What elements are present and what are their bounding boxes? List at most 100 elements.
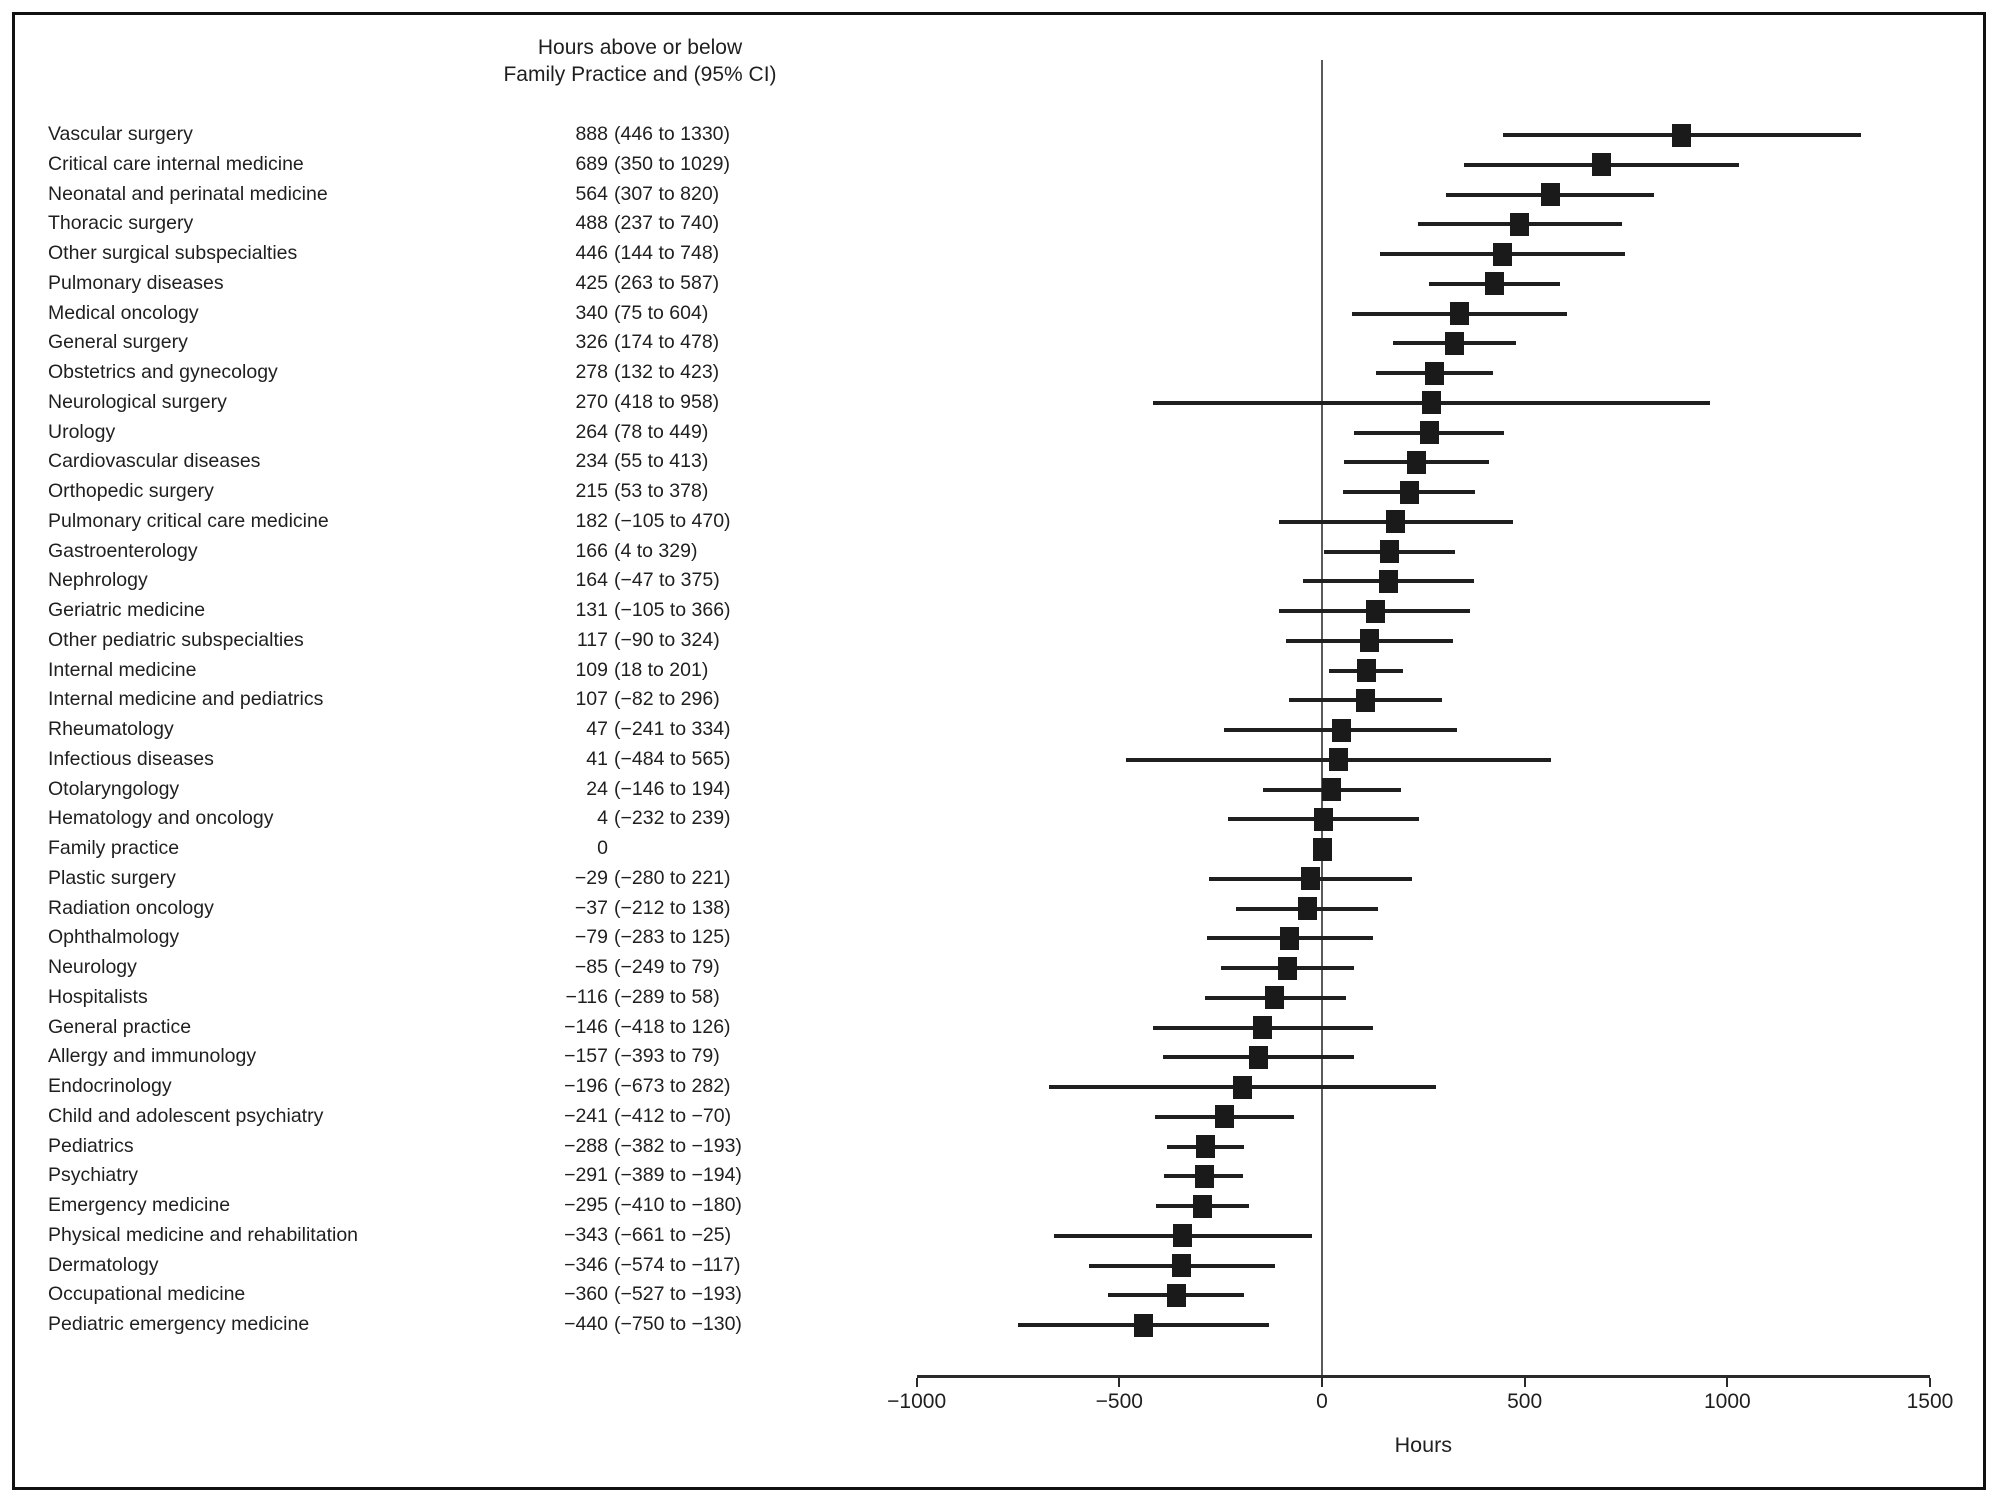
specialty-label: Dermatology <box>48 1253 159 1276</box>
confidence-interval-text: (350 to 1029) <box>614 152 731 175</box>
estimate-number: 164 <box>575 569 608 592</box>
point-estimate-marker <box>1166 1283 1186 1307</box>
point-estimate-marker <box>1192 1194 1212 1218</box>
point-estimate-marker <box>1365 599 1385 623</box>
point-estimate-marker <box>1278 956 1298 980</box>
specialty-label: Pediatrics <box>48 1134 134 1157</box>
specialty-label: General practice <box>48 1015 192 1038</box>
estimate-number: 0 <box>597 837 608 860</box>
confidence-interval-text: (−241 to 334) <box>614 718 731 741</box>
confidence-interval-text: (53 to 378) <box>614 480 709 503</box>
estimate-text: 488 (237 to 740) <box>448 209 808 239</box>
point-estimate-marker <box>1214 1105 1234 1129</box>
confidence-interval-text: (174 to 478) <box>614 331 720 354</box>
confidence-interval-text: (−105 to 470) <box>614 509 731 532</box>
specialty-label: Other surgical subspecialties <box>48 242 298 265</box>
column-header: Hours above or below Family Practice and… <box>440 34 840 88</box>
confidence-interval-text: (−47 to 375) <box>614 569 720 592</box>
estimate-number: −440 <box>564 1313 608 1336</box>
confidence-interval-text: (−389 to −194) <box>614 1164 742 1187</box>
x-axis-tick <box>1726 1378 1729 1387</box>
point-estimate-marker <box>1407 450 1427 474</box>
x-axis-title: Hours <box>1394 1433 1452 1457</box>
point-estimate-marker <box>1541 183 1561 206</box>
confidence-interval-text: (−82 to 296) <box>614 688 720 711</box>
estimate-number: 24 <box>586 777 608 800</box>
confidence-interval-text: (18 to 201) <box>614 658 709 681</box>
specialty-label: Family practice <box>48 837 180 860</box>
confidence-interval-text: (−280 to 221) <box>614 866 731 889</box>
estimate-number: 234 <box>575 450 608 473</box>
estimate-text: 264 (78 to 449) <box>448 418 808 448</box>
estimate-text: −291 (−389 to −194) <box>448 1161 808 1191</box>
estimate-number: −29 <box>574 866 608 889</box>
estimate-text: −116 (−289 to 58) <box>448 983 808 1013</box>
point-estimate-marker <box>1253 1016 1273 1039</box>
specialty-label: Orthopedic surgery <box>48 480 214 503</box>
point-estimate-marker <box>1450 302 1470 325</box>
estimate-number: 270 <box>575 390 608 413</box>
x-axis-tick <box>1118 1378 1121 1387</box>
confidence-interval-text: (446 to 1330) <box>614 123 731 146</box>
confidence-interval-text: (−750 to −130) <box>614 1313 742 1336</box>
specialty-label: Urology <box>48 420 116 443</box>
estimate-number: 326 <box>575 331 608 354</box>
estimate-text: −85 (−249 to 79) <box>448 953 808 983</box>
confidence-interval-text: (−212 to 138) <box>614 896 731 919</box>
estimate-number: 166 <box>575 539 608 562</box>
estimate-number: −291 <box>564 1164 608 1187</box>
specialty-label: Hospitalists <box>48 985 148 1008</box>
point-estimate-marker <box>1444 331 1464 355</box>
estimate-text: 425 (263 to 587) <box>448 269 808 299</box>
estimate-number: −288 <box>564 1134 608 1157</box>
specialty-label: Obstetrics and gynecology <box>48 361 278 384</box>
point-estimate-marker <box>1314 807 1334 831</box>
estimate-text: 564 (307 to 820) <box>448 180 808 210</box>
estimate-text: −288 (−382 to −193) <box>448 1132 808 1162</box>
estimate-number: 264 <box>575 420 608 443</box>
point-estimate-marker <box>1300 867 1320 891</box>
confidence-interval-text: (418 to 958) <box>614 390 720 413</box>
confidence-interval-text: (−90 to 324) <box>614 628 720 651</box>
point-estimate-marker <box>1510 212 1530 236</box>
estimate-number: 340 <box>575 301 608 324</box>
point-estimate-marker <box>1248 1045 1268 1069</box>
confidence-interval-text: (144 to 748) <box>614 242 720 265</box>
estimate-text: −440 (−750 to −130) <box>448 1310 808 1340</box>
specialty-label: Medical oncology <box>48 301 199 324</box>
estimate-text: −346 (−574 to −117) <box>448 1251 808 1281</box>
confidence-interval-text: (−382 to −193) <box>614 1134 742 1157</box>
x-axis-tick-label: −500 <box>1095 1390 1143 1413</box>
estimate-text: −37 (−212 to 138) <box>448 894 808 924</box>
confidence-interval-text: (−418 to 126) <box>614 1015 731 1038</box>
point-estimate-marker <box>1233 1075 1253 1099</box>
specialty-label: Infectious diseases <box>48 747 214 770</box>
estimate-text: 278 (132 to 423) <box>448 358 808 388</box>
estimate-number: 109 <box>575 658 608 681</box>
specialty-label: Other pediatric subspecialties <box>48 628 304 651</box>
specialty-label: Pulmonary critical care medicine <box>48 509 329 532</box>
estimate-text: 41 (−484 to 565) <box>448 745 808 775</box>
estimate-number: −146 <box>564 1015 608 1038</box>
estimate-text: −29 (−280 to 221) <box>448 864 808 894</box>
column-header-line1: Hours above or below <box>537 36 743 59</box>
estimate-number: 131 <box>575 599 608 622</box>
confidence-interval-text: (−574 to −117) <box>614 1253 741 1276</box>
specialty-label: Allergy and immunology <box>48 1045 257 1068</box>
x-axis-tick-label: 1500 <box>1906 1390 1954 1413</box>
estimate-text: 215 (53 to 378) <box>448 477 808 507</box>
point-estimate-marker <box>1378 569 1398 593</box>
estimate-number: 888 <box>575 123 608 146</box>
point-estimate-marker <box>1493 242 1513 266</box>
specialty-label: Radiation oncology <box>48 896 214 919</box>
estimate-number: 41 <box>586 747 608 770</box>
point-estimate-marker <box>1672 123 1692 147</box>
confidence-interval-text: (−661 to −25) <box>614 1223 732 1246</box>
specialty-label: Vascular surgery <box>48 123 193 146</box>
estimate-number: −85 <box>574 956 608 979</box>
point-estimate-marker <box>1359 629 1379 653</box>
x-axis <box>916 1375 1930 1378</box>
point-estimate-marker <box>1265 986 1285 1010</box>
specialty-label: Ophthalmology <box>48 926 180 949</box>
point-estimate-marker <box>1386 510 1406 534</box>
